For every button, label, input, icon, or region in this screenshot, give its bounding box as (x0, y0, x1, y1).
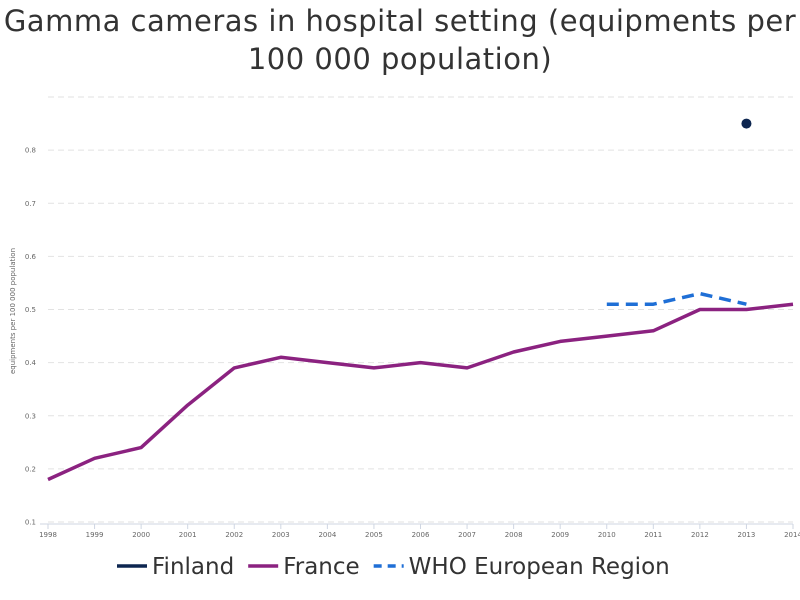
legend-label: WHO European Region (409, 554, 670, 580)
x-tick-label: 2009 (551, 531, 569, 539)
y-tick-label: 0.6 (25, 253, 37, 261)
legend-label: France (283, 554, 359, 580)
x-tick-label: 2010 (598, 531, 616, 539)
x-tick-label: 2004 (318, 531, 336, 539)
x-tick-label: 2000 (132, 531, 150, 539)
y-tick-label: 0.8 (25, 147, 36, 155)
x-tick-label: 1999 (86, 531, 104, 539)
x-tick-label: 2006 (412, 531, 430, 539)
legend-item-who-european-region[interactable]: WHO European Region (373, 554, 670, 580)
x-tick-label: 2007 (458, 531, 476, 539)
x-tick-label: 2002 (225, 531, 243, 539)
chart-title: Gamma cameras in hospital setting (equip… (0, 2, 800, 78)
legend-item-finland[interactable]: Finland (117, 554, 234, 580)
series-layer (47, 118, 794, 482)
y-tick-label: 0.3 (25, 412, 36, 420)
chart-title-line-2: 100 000 population) (247, 42, 553, 76)
x-tick-label: 2005 (365, 531, 383, 539)
y-axis-ticks: 0.1 0.2 0.3 0.4 0.5 0.6 0.7 0.8 (25, 147, 37, 527)
x-tick-label: 2011 (644, 531, 662, 539)
x-tick-label: 2003 (272, 531, 290, 539)
y-tick-label: 0.5 (25, 306, 36, 314)
x-tick-label: 1998 (39, 531, 57, 539)
legend[interactable]: Finland France WHO European Region (117, 554, 670, 580)
chart-title-line-1: Gamma cameras in hospital setting (equip… (3, 4, 797, 38)
x-tick-label: 2014 (784, 531, 800, 539)
legend-label: Finland (152, 554, 234, 580)
legend-item-france[interactable]: France (248, 554, 360, 580)
y-tick-label: 0.4 (25, 359, 37, 367)
y-tick-label: 0.7 (25, 200, 36, 208)
y-tick-label: 0.1 (25, 519, 36, 527)
x-tick-label: 2001 (179, 531, 197, 539)
x-tick-label: 2013 (738, 531, 756, 539)
series-finland-point[interactable] (741, 118, 752, 129)
series-france-line[interactable] (47, 302, 794, 482)
gridlines (48, 96, 793, 523)
x-tick-label: 2008 (505, 531, 523, 539)
y-axis-label: equipments per 100 000 population (9, 248, 17, 374)
series-who-european-region-line[interactable] (606, 291, 747, 306)
y-tick-label: 0.2 (25, 465, 36, 473)
x-axis: 1998 1999 2000 2001 2002 2003 2004 2005 2006 2007… (39, 523, 800, 539)
x-tick-label: 2012 (691, 531, 709, 539)
